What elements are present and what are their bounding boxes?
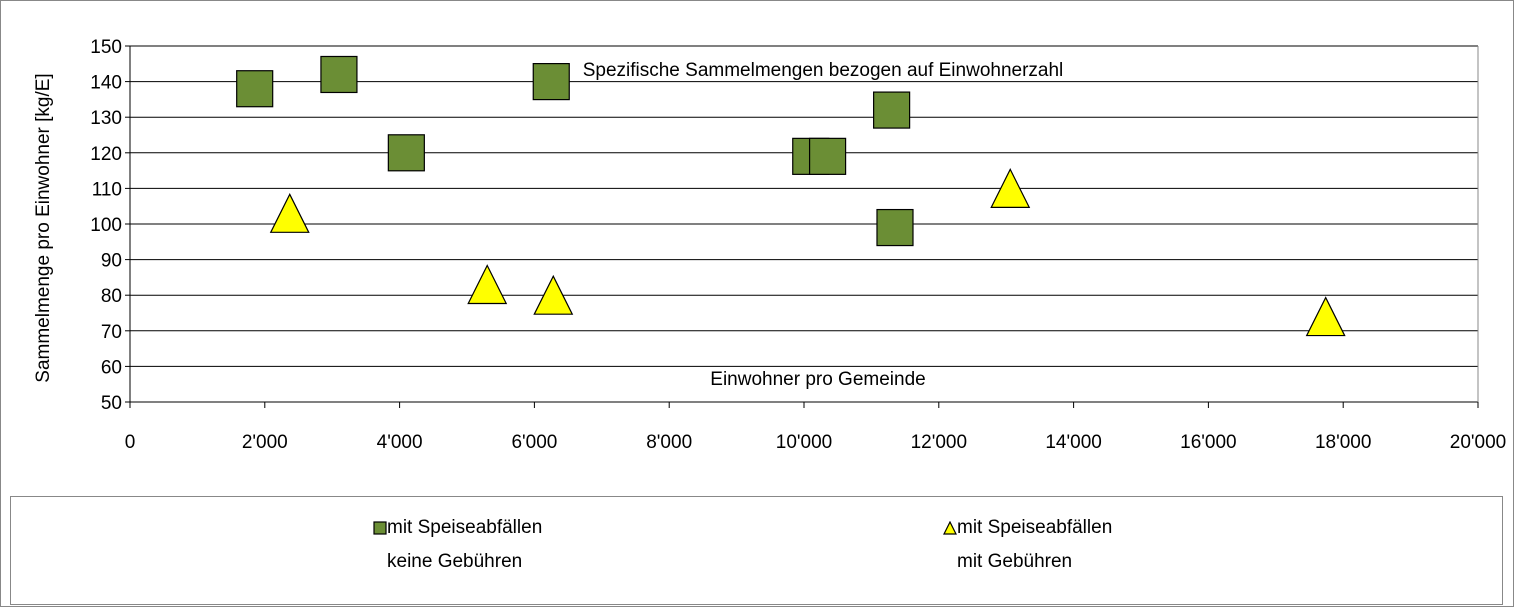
legend-marker (943, 521, 957, 535)
triangle-marker (269, 192, 310, 233)
y-tick-label: 90 (101, 251, 122, 272)
square-marker (320, 55, 358, 94)
square-marker (873, 91, 911, 129)
triangle-marker (943, 521, 957, 535)
legend-marker (373, 521, 387, 535)
legend-label: mit Speiseabfällen mit Gebühren (957, 517, 1113, 572)
y-tick-label: 70 (101, 322, 122, 343)
chart-title: Spezifische Sammelmengen bezogen auf Ein… (583, 60, 1064, 81)
x-tick-label: 20'000 (1450, 432, 1506, 453)
x-tick-label: 4'000 (377, 432, 423, 453)
square-marker (387, 134, 425, 172)
y-tick-label: 80 (101, 286, 122, 307)
x-tick-label: 8'000 (646, 432, 692, 453)
square-marker (808, 137, 847, 175)
y-tick-label: 150 (90, 37, 122, 58)
x-tick-label: 2'000 (242, 432, 288, 453)
y-tick-label: 130 (90, 108, 122, 129)
square-marker (532, 62, 570, 101)
y-tick-label: 110 (92, 179, 122, 200)
y-tick-label: 100 (90, 215, 122, 236)
square-marker (876, 208, 914, 247)
x-tick-label: 18'000 (1315, 432, 1371, 453)
x-tick-label: 0 (125, 432, 136, 453)
x-tick-label: 12'000 (911, 432, 967, 453)
triangle-marker (533, 274, 574, 315)
x-tick-label: 10'000 (776, 432, 832, 453)
x-tick-label: 14'000 (1045, 432, 1101, 453)
triangle-marker (990, 168, 1031, 208)
x-tick-label: 6'000 (511, 432, 557, 453)
x-tick-label: 16'000 (1180, 432, 1236, 453)
y-tick-label: 50 (101, 393, 122, 414)
triangle-marker (467, 264, 508, 305)
y-tick-label: 140 (90, 73, 122, 94)
square-marker (236, 70, 274, 108)
square-marker (373, 521, 387, 535)
y-tick-label: 60 (101, 357, 122, 378)
legend-box (10, 496, 1503, 605)
triangle-marker (1305, 296, 1346, 337)
x-axis-label: Einwohner pro Gemeinde (710, 369, 925, 390)
legend-label: mit Speiseabfällen keine Gebühren (387, 517, 543, 572)
y-axis-label: Sammelmenge pro Einwohner [kg/E] (33, 73, 54, 382)
y-tick-label: 120 (90, 144, 122, 165)
